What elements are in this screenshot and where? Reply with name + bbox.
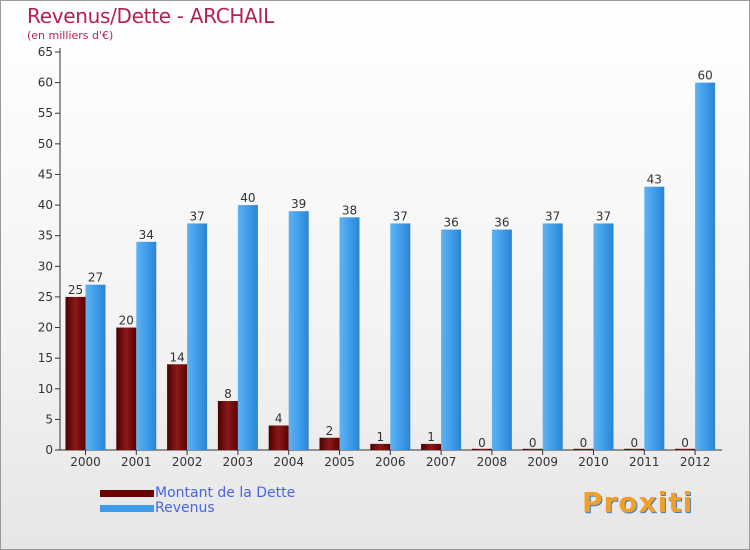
bar-revenus-2003 bbox=[237, 205, 258, 450]
bar-revenus-2005 bbox=[339, 217, 360, 450]
data-label-dette: 0 bbox=[478, 436, 486, 450]
x-tick-label: 2003 bbox=[223, 455, 254, 469]
data-label-dette: 1 bbox=[376, 430, 384, 444]
data-label-revenus: 36 bbox=[443, 216, 458, 230]
bar-revenus-2007 bbox=[441, 229, 462, 450]
chart-title: Revenus/Dette - ARCHAIL bbox=[27, 4, 274, 28]
y-tick-label: 60 bbox=[38, 76, 53, 90]
data-label-revenus: 37 bbox=[393, 209, 408, 223]
data-label-dette: 8 bbox=[224, 387, 232, 401]
data-label-revenus: 39 bbox=[291, 197, 306, 211]
bar-revenus-2004 bbox=[288, 211, 309, 450]
data-label-revenus: 37 bbox=[596, 209, 611, 223]
data-label-revenus: 37 bbox=[545, 209, 560, 223]
y-tick-label: 20 bbox=[38, 321, 53, 335]
data-label-revenus: 36 bbox=[494, 216, 509, 230]
bar-dette-2011 bbox=[624, 448, 645, 450]
data-label-revenus: 40 bbox=[240, 191, 255, 205]
chart-subtitle: (en milliers d'€) bbox=[27, 29, 114, 42]
bar-revenus-2008 bbox=[491, 229, 512, 450]
data-label-dette: 25 bbox=[68, 283, 83, 297]
bar-dette-2008 bbox=[471, 448, 492, 450]
x-tick-label: 2008 bbox=[477, 455, 508, 469]
bar-revenus-2001 bbox=[136, 241, 157, 450]
x-tick-label: 2010 bbox=[578, 455, 609, 469]
bar-dette-2000 bbox=[65, 296, 86, 450]
y-tick-label: 65 bbox=[38, 45, 53, 59]
legend-swatch-dette bbox=[100, 490, 154, 497]
data-label-dette: 0 bbox=[681, 436, 689, 450]
y-tick-label: 55 bbox=[38, 106, 53, 120]
bar-revenus-2010 bbox=[593, 223, 614, 450]
data-label-dette: 4 bbox=[275, 412, 283, 426]
bar-dette-2005 bbox=[319, 437, 340, 450]
data-label-dette: 2 bbox=[326, 424, 334, 438]
data-label-revenus: 60 bbox=[697, 69, 712, 83]
y-tick-label: 35 bbox=[38, 229, 53, 243]
bar-revenus-2011 bbox=[644, 186, 665, 450]
data-label-dette: 0 bbox=[630, 436, 638, 450]
x-tick-label: 2000 bbox=[70, 455, 101, 469]
y-tick-label: 25 bbox=[38, 290, 53, 304]
bar-dette-2003 bbox=[217, 401, 238, 450]
bar-revenus-2009 bbox=[542, 223, 563, 450]
bar-dette-2012 bbox=[675, 448, 696, 450]
x-tick-label: 2009 bbox=[527, 455, 558, 469]
data-label-dette: 0 bbox=[580, 436, 588, 450]
x-tick-label: 2004 bbox=[273, 455, 304, 469]
x-tick-label: 2002 bbox=[172, 455, 203, 469]
data-label-revenus: 38 bbox=[342, 203, 357, 217]
legend-label-revenus: Revenus bbox=[155, 500, 215, 516]
data-label-dette: 20 bbox=[119, 314, 134, 328]
y-tick-label: 50 bbox=[38, 137, 53, 151]
bar-dette-2006 bbox=[370, 443, 391, 450]
y-tick-label: 15 bbox=[38, 351, 53, 365]
bar-dette-2009 bbox=[522, 448, 543, 450]
bar-revenus-2006 bbox=[390, 223, 411, 450]
data-label-revenus: 37 bbox=[189, 209, 204, 223]
bar-revenus-2012 bbox=[695, 82, 716, 450]
data-label-revenus: 34 bbox=[139, 228, 154, 242]
bar-dette-2004 bbox=[268, 425, 289, 450]
x-tick-label: 2006 bbox=[375, 455, 406, 469]
proxiti-logo: Proxiti bbox=[582, 486, 694, 519]
data-label-dette: 14 bbox=[169, 350, 184, 364]
y-tick-label: 45 bbox=[38, 167, 53, 181]
x-tick-label: 2012 bbox=[680, 455, 711, 469]
data-label-dette: 1 bbox=[427, 430, 435, 444]
bar-dette-2001 bbox=[116, 327, 137, 450]
bar-revenus-2002 bbox=[187, 223, 208, 450]
y-tick-label: 10 bbox=[38, 382, 53, 396]
data-label-revenus: 27 bbox=[88, 271, 103, 285]
data-label-revenus: 43 bbox=[647, 173, 662, 187]
legend-swatch-revenus bbox=[100, 505, 154, 512]
x-tick-label: 2005 bbox=[324, 455, 355, 469]
x-tick-label: 2001 bbox=[121, 455, 152, 469]
x-tick-label: 2007 bbox=[426, 455, 457, 469]
bar-dette-2002 bbox=[167, 364, 188, 450]
y-tick-label: 0 bbox=[45, 443, 53, 457]
data-label-dette: 0 bbox=[529, 436, 537, 450]
bar-dette-2010 bbox=[573, 448, 594, 450]
y-tick-label: 5 bbox=[45, 412, 53, 426]
x-tick-label: 2011 bbox=[629, 455, 660, 469]
bar-dette-2007 bbox=[421, 443, 442, 450]
y-tick-label: 30 bbox=[38, 259, 53, 273]
legend-label-dette: Montant de la Dette bbox=[155, 485, 296, 501]
y-tick-label: 40 bbox=[38, 198, 53, 212]
bar-revenus-2000 bbox=[85, 284, 106, 450]
